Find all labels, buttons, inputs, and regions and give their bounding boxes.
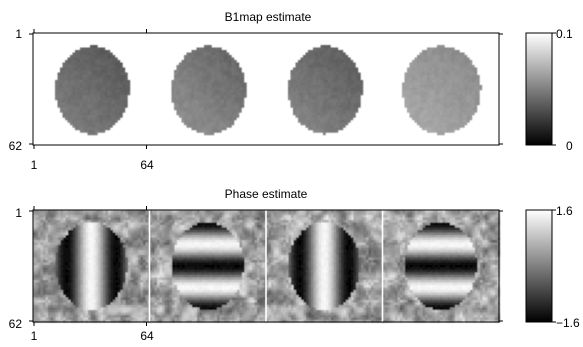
- b1map-colorbar: 0.1 0: [525, 27, 573, 153]
- phase-ytick-bottom: 62: [9, 317, 23, 331]
- phase-colorbar: 1.6 −1.6: [525, 204, 580, 330]
- b1map-colorbar-gradient: [525, 32, 553, 146]
- b1map-axes: [29, 29, 503, 149]
- b1map-panel-4: [402, 45, 483, 136]
- phase-axes: [29, 206, 503, 326]
- phase-image-area: [33, 210, 501, 323]
- b1map-xtick-1: 1: [31, 158, 38, 172]
- b1map-colorbar-max-label: 0.1: [556, 27, 573, 41]
- b1map-ytick-top: 1: [15, 27, 22, 41]
- phase-panel-4: [382, 210, 501, 323]
- b1map-frame: [32, 32, 500, 146]
- phase-colorbar-gradient: [525, 209, 553, 323]
- b1map-ytick-bottom: 62: [9, 139, 23, 153]
- phase-panel-1: [33, 210, 151, 323]
- phase-title: Phase estimate: [225, 187, 308, 201]
- phase-ytick-top: 1: [15, 206, 22, 220]
- b1map-image-area: [55, 45, 483, 136]
- b1map-chart: B1map estimate 1 62 1 64 0.1 0: [9, 10, 573, 172]
- phase-xtick-64: 64: [140, 329, 154, 343]
- b1map-xtick-64: 64: [140, 158, 154, 172]
- b1map-panel-3: [288, 45, 364, 136]
- phase-colorbar-min-label: −1.6: [556, 316, 580, 330]
- b1map-title: B1map estimate: [225, 10, 312, 24]
- phase-colorbar-max-label: 1.6: [556, 204, 573, 218]
- b1map-colorbar-min-label: 0: [566, 139, 573, 153]
- phase-panel-3: [266, 210, 384, 323]
- b1map-panel-1: [55, 45, 131, 136]
- b1map-panel-2: [171, 45, 247, 136]
- phase-xtick-1: 1: [31, 329, 38, 343]
- phase-panel-2: [149, 210, 268, 323]
- phase-frame: [32, 209, 500, 323]
- phase-chart: Phase estimate 1 62 1 64 1.6 −1.6: [9, 187, 580, 343]
